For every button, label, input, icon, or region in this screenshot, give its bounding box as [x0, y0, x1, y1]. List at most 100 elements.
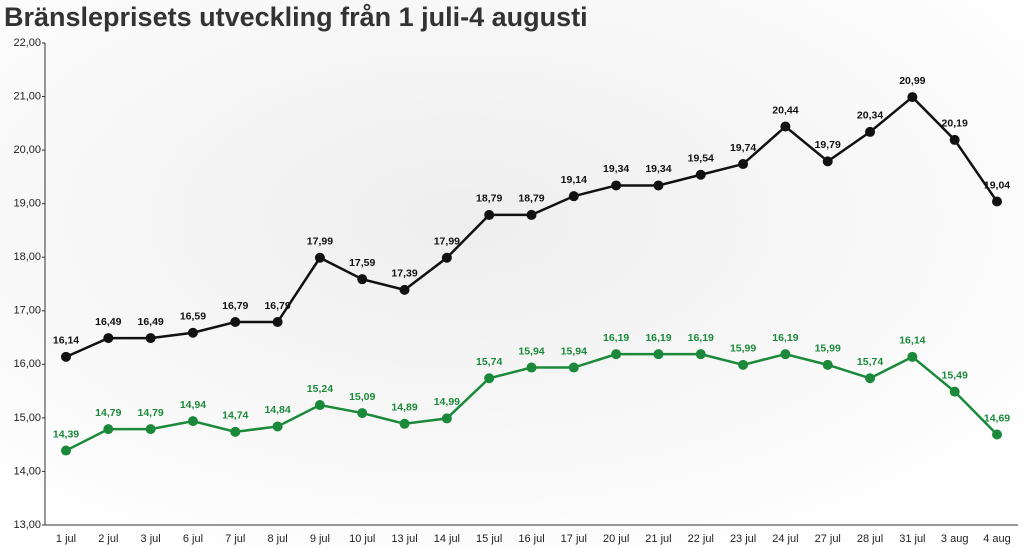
data-label: 15,24 [307, 383, 333, 395]
data-point [653, 180, 664, 191]
data-point [907, 351, 918, 362]
data-point [568, 191, 579, 202]
data-label: 16,14 [53, 335, 79, 347]
data-point [568, 362, 579, 373]
data-point [187, 327, 198, 338]
x-tick-label: 27 jul [815, 533, 841, 545]
data-label: 14,84 [264, 404, 290, 416]
y-tick-label: 20,00 [13, 144, 41, 156]
data-point [949, 386, 960, 397]
data-label: 14,79 [95, 407, 121, 419]
data-point [357, 274, 368, 285]
data-label: 15,99 [730, 343, 756, 355]
x-tick-label: 15 jul [476, 533, 502, 545]
y-tick-label: 16,00 [13, 358, 41, 370]
data-label: 17,59 [349, 257, 375, 269]
data-point [314, 252, 325, 263]
data-label: 19,79 [815, 139, 841, 151]
data-point [738, 159, 749, 170]
data-point [187, 416, 198, 427]
x-tick-label: 14 jul [434, 533, 460, 545]
data-point [61, 445, 71, 456]
data-point [230, 426, 241, 437]
x-tick-label: 23 jul [730, 533, 756, 545]
data-point [738, 359, 749, 370]
data-label: 16,49 [137, 316, 163, 328]
x-tick-label: 16 jul [518, 533, 544, 545]
data-label: 17,39 [391, 268, 417, 280]
data-label: 19,34 [645, 163, 671, 175]
data-label: 20,19 [942, 118, 968, 130]
data-label: 15,74 [476, 356, 502, 368]
data-label: 16,19 [772, 332, 798, 344]
data-point [145, 333, 156, 344]
data-label: 18,79 [476, 193, 502, 205]
data-label: 20,99 [899, 75, 925, 87]
y-tick-label: 17,00 [13, 305, 41, 317]
data-label: 15,94 [561, 345, 587, 357]
data-point [695, 349, 706, 360]
data-label: 14,39 [53, 428, 79, 440]
data-label: 16,49 [95, 316, 121, 328]
data-point [441, 252, 452, 263]
data-point [865, 126, 876, 137]
y-tick-label: 19,00 [13, 198, 41, 210]
x-tick-label: 3 aug [941, 533, 969, 545]
data-label: 16,19 [645, 332, 671, 344]
x-tick-label: 31 jul [899, 533, 925, 545]
data-point [611, 349, 622, 360]
x-tick-label: 28 jul [857, 533, 883, 545]
x-tick-label: 21 jul [645, 533, 671, 545]
data-label: 14,79 [137, 407, 163, 419]
data-point [865, 373, 876, 384]
data-point [822, 359, 833, 370]
data-point [780, 121, 791, 132]
data-label: 19,14 [561, 174, 587, 186]
x-tick-label: 3 jul [141, 533, 161, 545]
data-label: 16,79 [264, 300, 290, 312]
data-point [526, 209, 537, 220]
data-label: 18,79 [518, 193, 544, 205]
x-tick-label: 17 jul [561, 533, 587, 545]
data-point [780, 349, 791, 360]
data-point [272, 317, 283, 328]
data-point [441, 413, 452, 424]
data-point [103, 424, 114, 435]
x-tick-label: 1 jul [56, 533, 76, 545]
x-tick-label: 13 jul [391, 533, 417, 545]
data-point [61, 351, 71, 362]
x-tick-label: 8 jul [267, 533, 287, 545]
x-tick-label: 6 jul [183, 533, 203, 545]
data-point [822, 156, 833, 167]
data-point [484, 373, 495, 384]
data-label: 20,44 [772, 104, 798, 116]
data-label: 15,49 [942, 369, 968, 381]
data-point [399, 418, 410, 429]
data-label: 16,14 [899, 335, 925, 347]
data-label: 14,94 [180, 399, 206, 411]
data-label: 16,79 [222, 300, 248, 312]
data-point [230, 317, 241, 328]
data-label: 17,99 [307, 236, 333, 248]
data-label: 15,99 [815, 343, 841, 355]
y-tick-label: 18,00 [13, 251, 41, 263]
data-label: 19,54 [688, 153, 714, 165]
data-point [611, 180, 622, 191]
data-label: 19,04 [984, 179, 1010, 191]
y-tick-label: 13,00 [13, 519, 41, 531]
data-label: 19,74 [730, 142, 756, 154]
data-label: 15,74 [857, 356, 883, 368]
data-label: 14,69 [984, 412, 1010, 424]
data-label: 20,34 [857, 110, 883, 122]
data-label: 17,99 [434, 236, 460, 248]
y-tick-label: 14,00 [13, 465, 41, 477]
y-tick-label: 22,00 [13, 37, 41, 49]
x-tick-label: 20 jul [603, 533, 629, 545]
data-point [992, 429, 1002, 440]
x-tick-label: 24 jul [772, 533, 798, 545]
data-label: 16,19 [688, 332, 714, 344]
data-point [145, 424, 156, 435]
chart-title: Bränsleprisets utveckling från 1 juli-4 … [4, 2, 588, 32]
x-tick-label: 22 jul [688, 533, 714, 545]
